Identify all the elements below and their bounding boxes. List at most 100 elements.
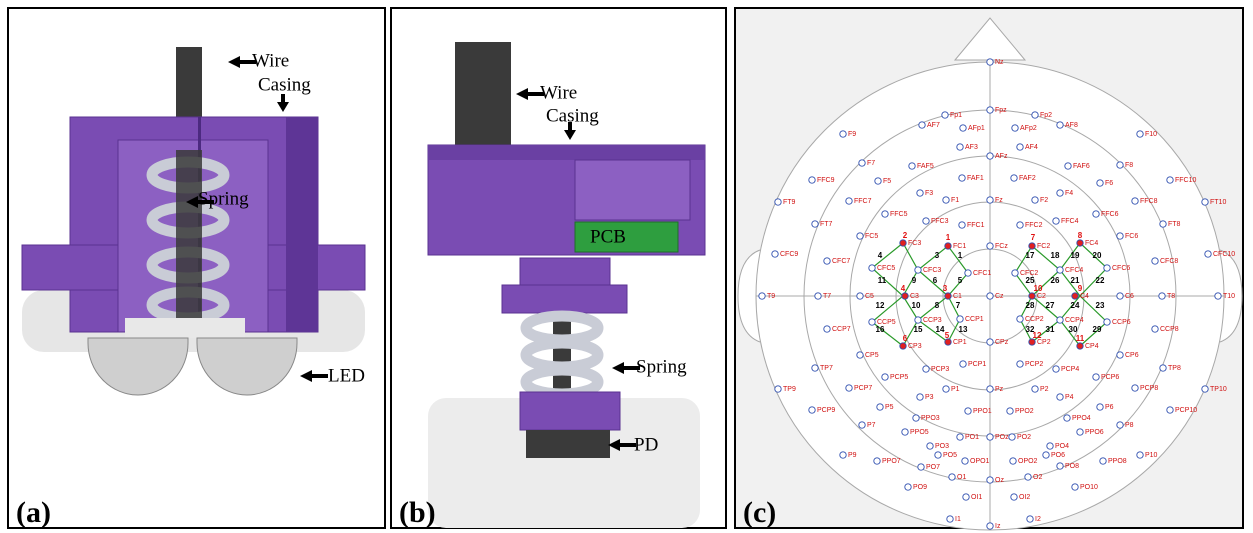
electrode-label: FFC10 [1175,177,1197,184]
electrode-marker [909,163,915,169]
electrode-label: P9 [848,452,857,459]
electrode-label: P8 [1125,422,1134,429]
electrode-label: AF3 [965,144,978,151]
channel-number: 26 [1051,276,1060,285]
electrode-marker [809,407,815,413]
electrode-marker [1032,112,1038,118]
channel-number: 12 [876,301,885,310]
electrode-marker [859,160,865,166]
electrode-label: C3 [910,293,919,300]
electrode-marker [1009,434,1015,440]
electrode-label: FFC1 [967,222,985,229]
channel-number: 7 [956,301,961,310]
channel-number: 8 [935,301,940,310]
electrode-label: FC5 [865,233,878,240]
electrode-marker [1097,180,1103,186]
channel-number: 31 [1046,325,1055,334]
electrode-marker [1025,474,1031,480]
electrode-label: AFp1 [968,125,985,132]
electrode-marker [959,175,965,181]
electrode-label: CFC3 [923,267,941,274]
electrode-label: F5 [883,178,891,185]
electrode-marker [1117,233,1123,239]
electrode-marker [875,178,881,184]
electrode-marker [943,386,949,392]
electrode-marker [1160,365,1166,371]
electrode-marker [1072,484,1078,490]
electrode-marker [918,464,924,470]
electrode-marker [874,458,880,464]
channel-number: 19 [1071,251,1080,260]
electrode-marker [1057,463,1063,469]
electrode-marker [840,452,846,458]
channel-number: 15 [914,325,923,334]
electrode-label: Fpz [995,107,1007,114]
electrode-label: P10 [1145,452,1158,459]
annotation: Spring [198,188,249,209]
electrode-label: CFC5 [877,265,895,272]
annotation: Wire [540,82,577,103]
electrode-label: CPz [995,339,1009,346]
electrode-marker [812,221,818,227]
channel-number: 23 [1096,301,1105,310]
electrode-label: FC2 [1037,243,1050,250]
electrode-marker [965,270,971,276]
electrode-marker [1202,386,1208,392]
electrode-marker [1043,452,1049,458]
electrode-marker [846,385,852,391]
electrode-label: PPO1 [973,408,992,415]
electrode-label: OPO1 [970,458,990,465]
panel-label: (a) [16,496,51,529]
electrode-marker [1012,270,1018,276]
electrode-marker [1032,197,1038,203]
electrode-marker [1152,258,1158,264]
channel-number: 4 [878,251,883,260]
annotation: Casing [546,105,599,126]
electrode-marker [1097,404,1103,410]
electrode-label: FFC4 [1061,218,1079,225]
electrode-marker [812,365,818,371]
electrode-label: OI1 [971,494,982,501]
electrode-label: F8 [1125,162,1133,169]
electrode-marker [947,516,953,522]
electrode-label: O2 [1033,474,1042,481]
electrode-marker [1012,125,1018,131]
source-number: 1 [946,233,951,242]
electrode-marker [1029,293,1035,299]
electrode-marker [1072,293,1078,299]
electrode-marker [824,326,830,332]
electrode-label: F2 [1040,197,1048,204]
electrode-label: PO9 [913,484,927,491]
electrode-label: PCP7 [854,385,872,392]
electrode-marker [1057,122,1063,128]
electrode-marker [1205,251,1211,257]
electrode-label: PO4 [1055,443,1069,450]
electrode-marker [987,386,993,392]
electrode-label: F4 [1065,190,1073,197]
electrode-marker [1077,240,1083,246]
panel-label: (c) [743,496,776,529]
electrode-marker [987,153,993,159]
electrode-marker [923,218,929,224]
channel-number: 25 [1026,276,1035,285]
electrode-marker [1011,175,1017,181]
electrode-marker [1104,265,1110,271]
channel-number: 13 [959,325,968,334]
electrode-label: PCP5 [890,374,908,381]
electrode-label: I2 [1035,516,1041,523]
electrode-label: PO2 [1017,434,1031,441]
electrode-marker [869,319,875,325]
electrode-marker [957,434,963,440]
electrode-label: F3 [925,190,933,197]
electrode-label: PCP8 [1140,385,1158,392]
electrode-marker [1215,293,1221,299]
electrode-label: FAF1 [967,175,984,182]
annotation: Casing [258,74,311,95]
electrode-label: PCP3 [931,366,949,373]
electrode-label: FFC7 [854,198,872,205]
electrode-label: CCP4 [1065,317,1084,324]
channel-number: 24 [1071,301,1080,310]
electrode-label: CFC6 [1112,265,1130,272]
electrode-marker [935,452,941,458]
source-number: 4 [901,284,906,293]
